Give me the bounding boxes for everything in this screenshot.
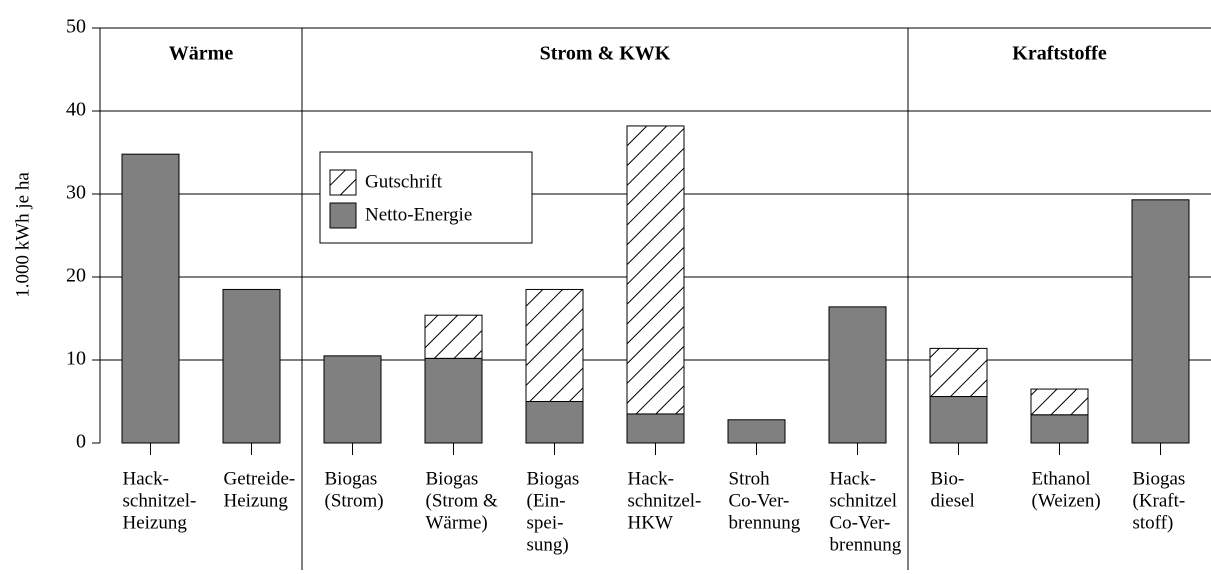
group-label: Wärme bbox=[169, 43, 234, 65]
bar-segment bbox=[323, 355, 382, 444]
bar-segment bbox=[424, 357, 483, 444]
x-tick-label: (Strom & bbox=[426, 490, 499, 511]
legend-swatch bbox=[329, 202, 357, 229]
x-tick-label: diesel bbox=[931, 490, 975, 511]
x-tick-label: Co-Ver- bbox=[729, 490, 790, 511]
x-tick-label: brennung bbox=[729, 512, 801, 533]
x-tick-label: schnitzel- bbox=[123, 490, 197, 511]
legend-box bbox=[319, 151, 533, 244]
x-tick-label: (Strom) bbox=[325, 490, 384, 511]
bar-segment bbox=[626, 125, 685, 415]
x-tick-label: Hack- bbox=[123, 468, 169, 489]
x-tick-label: Wärme) bbox=[426, 512, 488, 533]
x-tick-label: Hack- bbox=[830, 468, 876, 489]
legend-swatch bbox=[329, 169, 357, 196]
x-tick-label: (Ein- bbox=[527, 490, 566, 511]
bar-segment bbox=[525, 288, 584, 403]
x-tick-label: Biogas bbox=[426, 468, 479, 489]
x-tick-label: Heizung bbox=[123, 512, 188, 533]
bar-segment bbox=[525, 401, 584, 444]
x-tick-label: schnitzel bbox=[830, 490, 898, 511]
x-tick-label: Biogas bbox=[325, 468, 378, 489]
x-tick-label: Co-Ver- bbox=[830, 512, 891, 533]
bar-segment bbox=[626, 413, 685, 444]
x-tick-label: Ethanol bbox=[1032, 468, 1091, 489]
group-label: Kraftstoffe bbox=[1012, 43, 1107, 65]
x-tick-label: (Weizen) bbox=[1032, 490, 1101, 511]
bar-segment bbox=[222, 288, 281, 444]
x-tick-label: brennung bbox=[830, 534, 902, 555]
y-tick-label: 0 bbox=[76, 431, 86, 453]
y-tick-label: 10 bbox=[66, 348, 86, 370]
legend-label: Netto-Energie bbox=[365, 204, 472, 225]
x-tick-label: Hack- bbox=[628, 468, 674, 489]
legend-label: Gutschrift bbox=[365, 171, 443, 192]
bar-segment bbox=[929, 347, 988, 398]
x-tick-label: stoff) bbox=[1133, 512, 1174, 533]
y-axis-label: 1.000 kWh je ha bbox=[12, 172, 33, 298]
x-tick-label: schnitzel- bbox=[628, 490, 702, 511]
x-tick-label: Getreide- bbox=[224, 468, 296, 489]
x-tick-label: HKW bbox=[628, 512, 673, 533]
x-tick-label: (Kraft- bbox=[1133, 490, 1186, 511]
bar-segment bbox=[1030, 414, 1089, 444]
x-tick-label: Stroh bbox=[729, 468, 771, 489]
bar-segment bbox=[1131, 199, 1190, 444]
x-tick-label: Bio- bbox=[931, 468, 965, 489]
bar-segment bbox=[424, 314, 483, 359]
bar-segment bbox=[727, 419, 786, 444]
y-tick-label: 20 bbox=[66, 265, 86, 287]
y-tick-label: 40 bbox=[66, 99, 86, 121]
bar-segment bbox=[1030, 388, 1089, 416]
x-tick-label: sung) bbox=[527, 534, 569, 555]
x-tick-label: Biogas bbox=[527, 468, 580, 489]
x-tick-label: Biogas bbox=[1133, 468, 1186, 489]
bar-segment bbox=[121, 153, 180, 444]
y-tick-label: 50 bbox=[66, 16, 86, 38]
x-tick-label: Heizung bbox=[224, 490, 289, 511]
x-tick-label: spei- bbox=[527, 512, 564, 533]
y-tick-label: 30 bbox=[66, 182, 86, 204]
bar-segment bbox=[929, 396, 988, 444]
group-label: Strom & KWK bbox=[540, 43, 671, 65]
bar-segment bbox=[828, 306, 887, 444]
